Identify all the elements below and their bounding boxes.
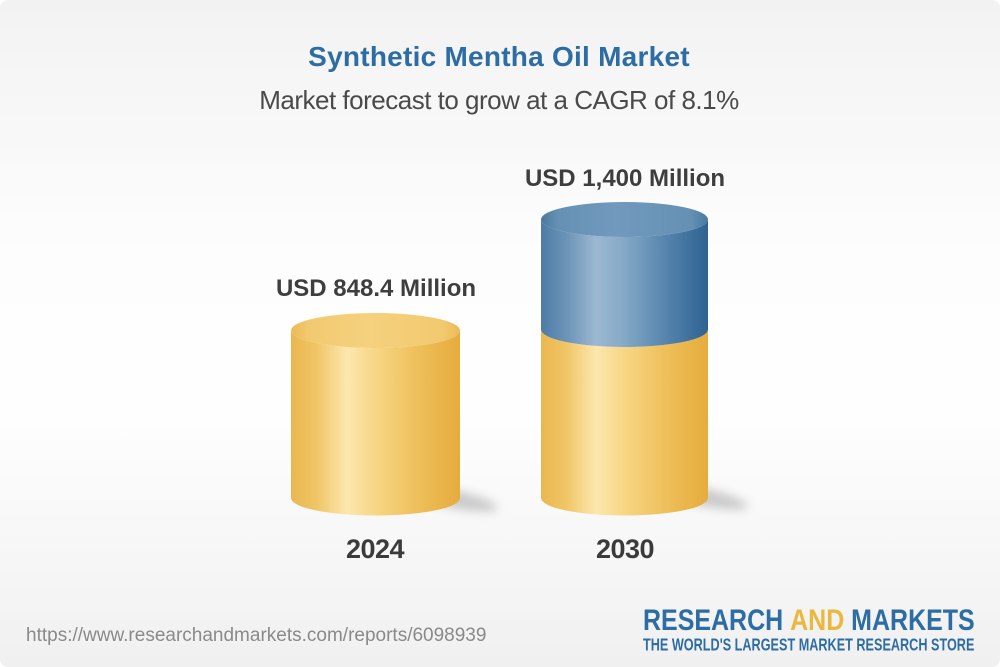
svg-text:Synthetic Mentha Oil Market: Synthetic Mentha Oil Market <box>308 41 690 72</box>
svg-text:https://www.researchandmarkets: https://www.researchandmarkets.com/repor… <box>26 625 486 646</box>
svg-text:Market forecast to grow at a C: Market forecast to grow at a CAGR of 8.1… <box>259 85 739 115</box>
svg-text:2024: 2024 <box>346 534 405 564</box>
svg-text:THE WORLD'S LARGEST MARKET RES: THE WORLD'S LARGEST MARKET RESEARCH STOR… <box>643 636 974 656</box>
svg-text:USD 1,400 Million: USD 1,400 Million <box>525 165 725 192</box>
svg-text:RESEARCH AND MARKETS: RESEARCH AND MARKETS <box>643 603 975 636</box>
svg-text:USD 848.4 Million: USD 848.4 Million <box>276 275 476 302</box>
svg-text:2030: 2030 <box>596 534 654 564</box>
